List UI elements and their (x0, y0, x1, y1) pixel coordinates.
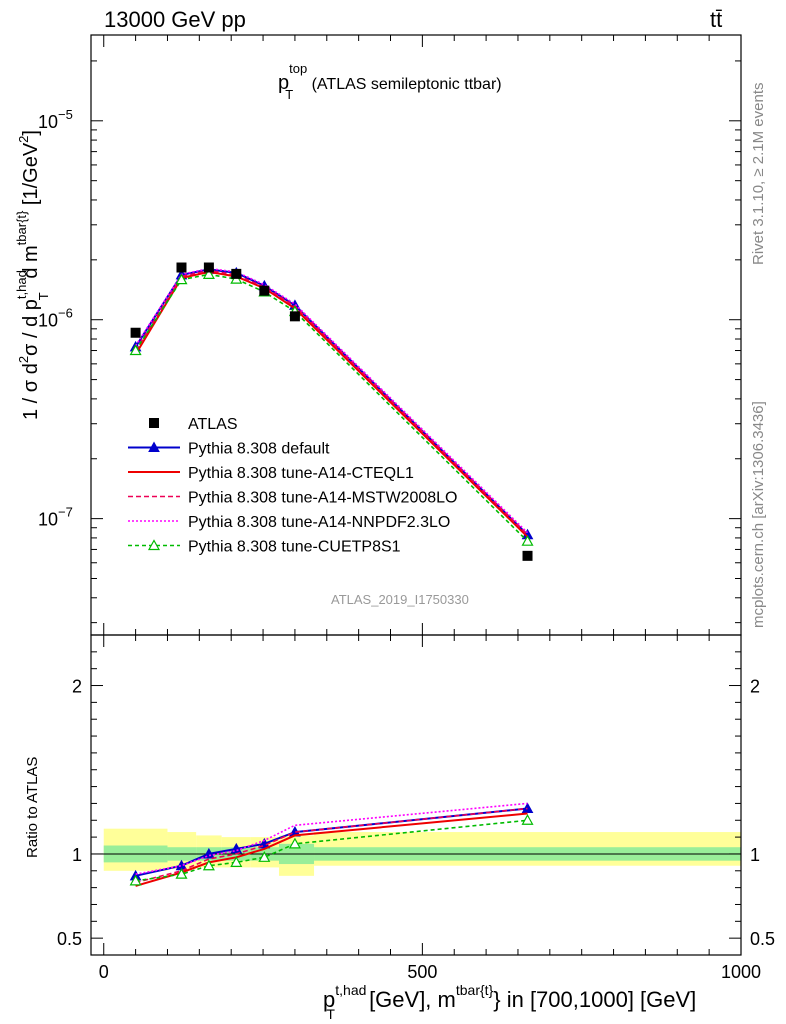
ratio-series-pythia-8-308-tune-cuetp8s1 (129, 814, 534, 886)
main-series-point (521, 534, 534, 546)
atlas-data-point (130, 327, 141, 338)
legend-label: ATLAS (188, 416, 238, 433)
ratio-series-point (230, 856, 243, 867)
ratio-xlabel: pt,had T [GeV], mtbar{t}} in [700,1000] [… (323, 982, 696, 1022)
legend-item: Pythia 8.308 tune-A14-CTEQL1 (128, 465, 414, 482)
ratio-y-tick-label: 2 (72, 677, 82, 697)
main-y-tick-label: 10−6 (38, 306, 73, 331)
ratio-y-ticks: 0.5 0.5 1 1 2 2 (57, 634, 775, 956)
atlas-data-point (259, 285, 270, 296)
ratio-series-point (521, 814, 534, 825)
ratio-y-tick-label: 0.5 (57, 929, 82, 949)
atlas-data-point (522, 550, 533, 561)
legend: ATLAS Pythia 8.308 default Pythia 8.308 tu… (128, 416, 457, 556)
main-y-ticks: 10−7 10−6 10−5 (38, 60, 741, 624)
main-series-point (202, 268, 215, 279)
legend-label: Pythia 8.308 default (188, 441, 330, 458)
legend-label: Pythia 8.308 tune-A14-MSTW2008LO (188, 490, 457, 507)
ratio-y-tick-label-right: 2 (750, 677, 760, 697)
atlas-data-point (231, 268, 242, 279)
ratio-ylabel: Ratio to ATLAS (24, 757, 41, 858)
ratio-y-tick-label-right: 0.5 (750, 929, 775, 949)
mcplots-label: mcplots.cern.ch [arXiv:1306.3436] (750, 401, 767, 628)
legend-item: Pythia 8.308 tune-CUETP8S1 (128, 539, 401, 556)
atlas-data-point (289, 311, 300, 322)
main-y-tick-label: 10−7 (38, 505, 73, 530)
legend-item: Pythia 8.308 tune-A14-NNPDF2.3LO (128, 514, 450, 531)
ratio-series-point (202, 859, 215, 871)
ratio-series-point (129, 874, 142, 886)
ratio-y-tick-label: 1 (72, 845, 82, 865)
ratio-series-pythia-8-308-tune-a14-mstw2008lo (135, 807, 528, 884)
atlas-data-points (130, 262, 533, 561)
main-x-ticks (103, 35, 742, 635)
ratio-x-tick-label: 1000 (721, 962, 761, 982)
process-label: tt̄ (710, 7, 722, 32)
main-series-group (129, 262, 534, 561)
ratio-series-point (175, 867, 188, 879)
plot-title: ptop T (ATLAS semileptonic ttbar) (278, 61, 502, 102)
ratio-series-point (288, 837, 301, 849)
main-ylabel: 1 / σ d2σ / d pt,had T d mtbar{t} [1/GeV2… (14, 130, 51, 420)
ratio-series-point (258, 851, 271, 862)
legend-label: Pythia 8.308 tune-A14-CTEQL1 (188, 465, 414, 482)
legend-marker (148, 441, 160, 452)
atlas-data-point (203, 262, 214, 273)
main-y-tick-label: 10−5 (38, 107, 73, 132)
legend-item: ATLAS (149, 416, 238, 433)
main-series-point (175, 273, 188, 285)
ratio-panel: 0.5 0.5 1 1 2 2 0 500 1000 Ratio to ATLAS pt,ha… (24, 634, 775, 1022)
legend-marker (149, 418, 159, 428)
atlas-data-point (176, 262, 187, 273)
ratio-frame (90, 634, 742, 956)
legend-marker (147, 539, 161, 551)
main-panel: 10−7 10−6 10−5 ptop T (ATLAS semileptonic t… (14, 34, 742, 636)
legend-item: Pythia 8.308 default (128, 441, 330, 458)
ratio-x-tick-label: 500 (407, 962, 437, 982)
energy-label: 13000 GeV pp (104, 7, 246, 32)
ratio-x-ticks: 0 500 1000 (99, 635, 761, 982)
legend-item: Pythia 8.308 tune-A14-MSTW2008LO (128, 490, 457, 507)
ratio-series-line (135, 807, 528, 884)
ratio-series-group (129, 802, 534, 887)
rivet-label: Rivet 3.1.10, ≥ 2.1M events (750, 83, 767, 266)
analysis-watermark: ATLAS_2019_I1750330 (331, 592, 469, 607)
legend-label: Pythia 8.308 tune-A14-NNPDF2.3LO (188, 514, 450, 531)
main-series-point (129, 344, 142, 356)
ratio-x-tick-label: 0 (99, 962, 109, 982)
ratio-y-tick-label-right: 1 (750, 845, 760, 865)
ratio-series-point (521, 802, 534, 813)
legend-label: Pythia 8.308 tune-CUETP8S1 (188, 539, 401, 556)
